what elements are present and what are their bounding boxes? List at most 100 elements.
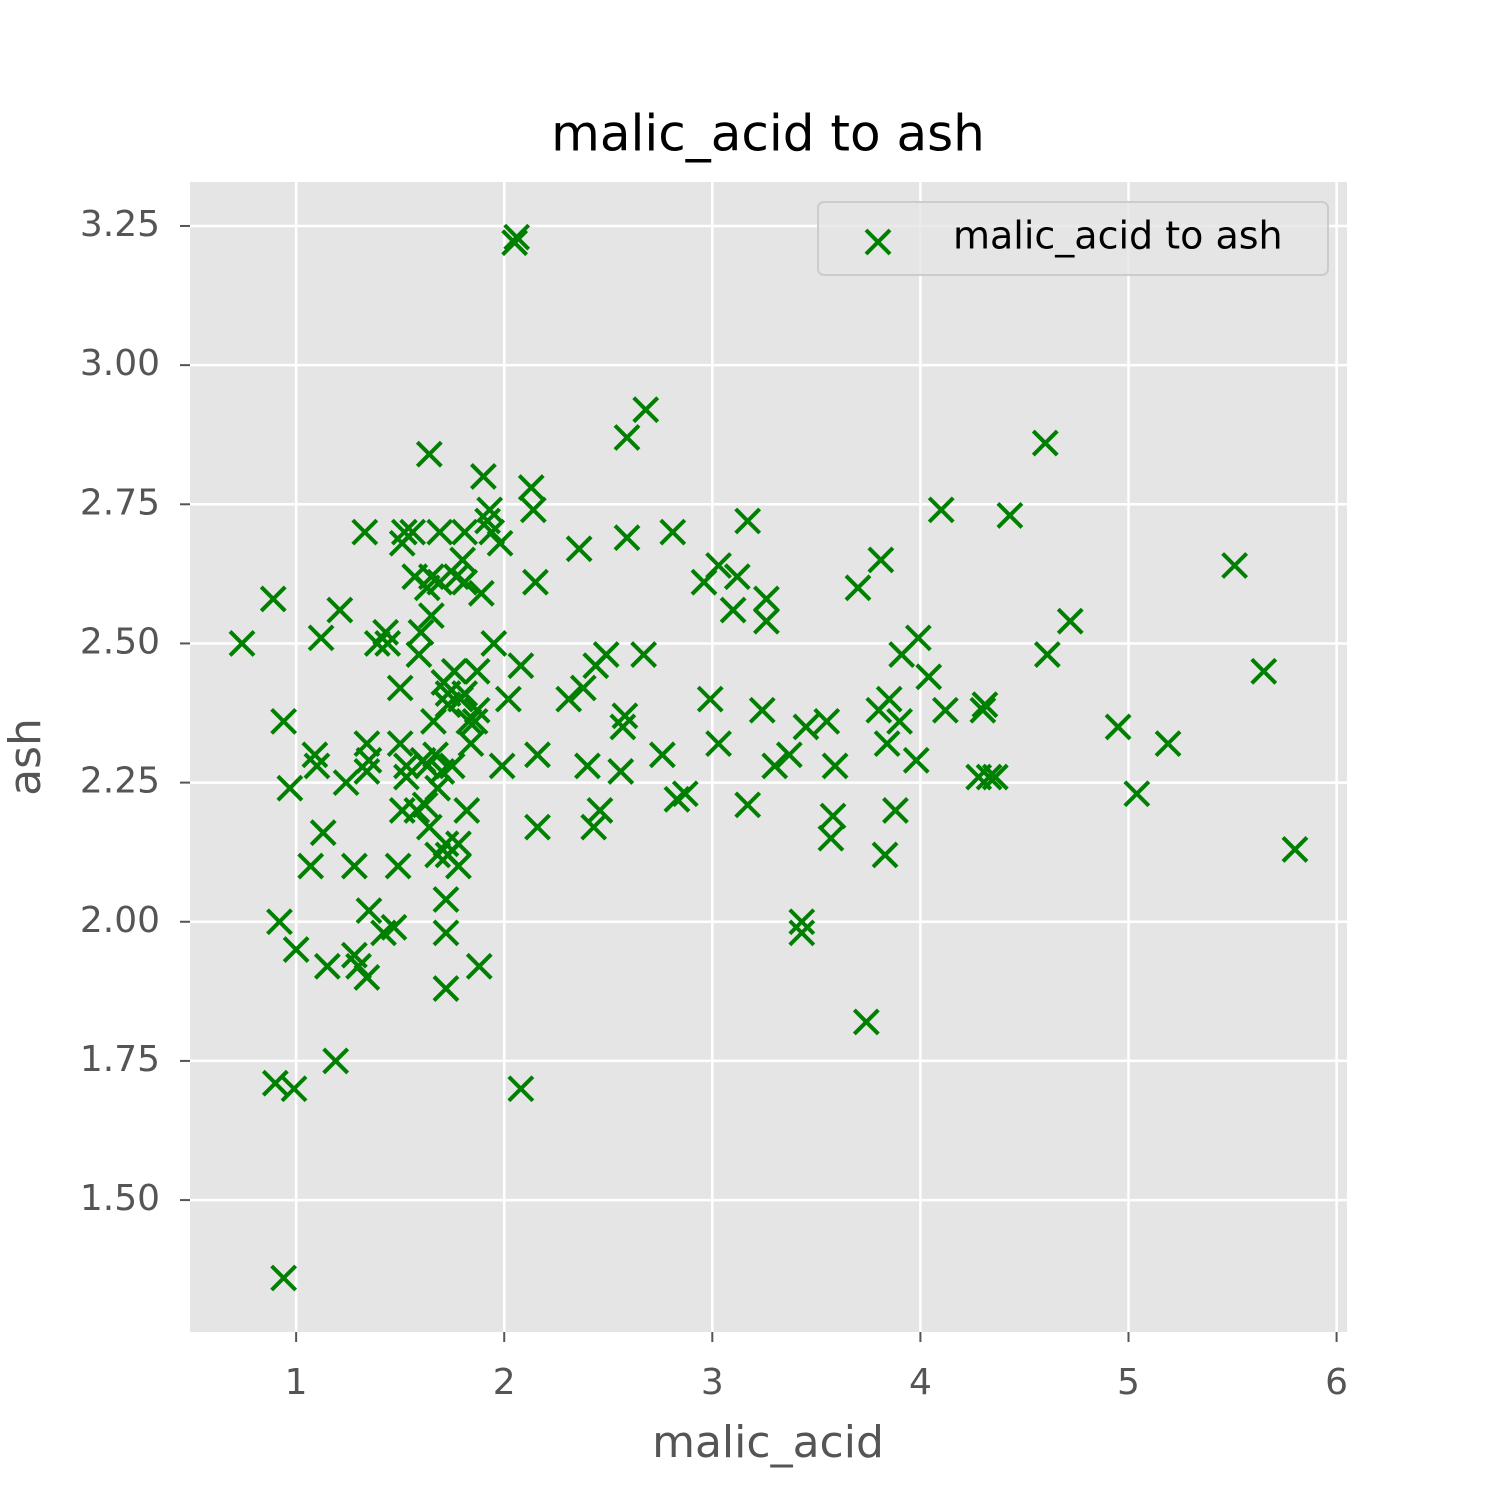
marker <box>586 797 614 824</box>
marker <box>451 680 479 707</box>
marker <box>426 568 454 596</box>
marker <box>261 1069 289 1097</box>
marker <box>867 546 895 574</box>
marker <box>927 496 955 524</box>
marker <box>465 952 493 980</box>
marker <box>565 535 593 563</box>
marker <box>424 774 452 802</box>
marker <box>821 752 849 780</box>
marker <box>648 741 676 769</box>
marker <box>613 424 641 451</box>
marker <box>280 1075 308 1103</box>
marker <box>792 713 820 741</box>
x-tick-label: 6 <box>1325 1362 1348 1403</box>
marker <box>522 568 549 596</box>
marker <box>501 229 529 257</box>
marker <box>353 758 381 785</box>
marker <box>326 596 354 624</box>
chart-title: malic_acid to ash <box>551 105 985 163</box>
marker <box>266 908 293 936</box>
marker <box>494 685 522 713</box>
marker <box>931 696 959 724</box>
legend-label: malic_acid to ash <box>953 214 1283 258</box>
marker <box>524 813 551 841</box>
marker <box>524 741 551 769</box>
marker <box>915 663 943 691</box>
marker <box>632 396 660 424</box>
marker <box>476 496 504 524</box>
marker <box>1031 429 1059 457</box>
marker <box>696 685 724 713</box>
marker <box>1221 552 1249 579</box>
marker <box>440 657 468 685</box>
marker <box>503 223 531 251</box>
marker <box>270 707 298 735</box>
marker <box>297 852 325 880</box>
marker <box>761 752 789 780</box>
marker <box>276 774 304 802</box>
marker <box>882 797 909 824</box>
marker <box>775 741 803 769</box>
marker <box>422 741 449 769</box>
marker <box>432 919 460 947</box>
marker <box>380 913 408 941</box>
marker <box>705 552 732 579</box>
marker <box>340 852 368 880</box>
marker <box>607 758 635 785</box>
marker <box>671 780 699 808</box>
marker <box>1056 607 1084 635</box>
marker <box>555 685 583 713</box>
marker <box>519 496 547 524</box>
marker <box>517 474 545 502</box>
marker <box>969 696 997 724</box>
marker <box>307 624 335 652</box>
marker <box>457 730 485 758</box>
x-tick-label: 1 <box>285 1362 308 1403</box>
marker <box>886 707 914 735</box>
marker <box>723 563 751 591</box>
marker <box>996 502 1024 529</box>
marker <box>875 685 903 713</box>
marker <box>467 579 495 607</box>
marker <box>817 824 845 852</box>
y-tick-label: 1.75 <box>80 1039 160 1080</box>
marker <box>1250 657 1278 685</box>
marker <box>270 1264 298 1292</box>
y-tick-label: 3.00 <box>80 343 160 384</box>
marker <box>313 952 341 980</box>
marker <box>463 696 491 724</box>
marker <box>873 730 901 758</box>
marker <box>451 518 479 546</box>
marker <box>975 763 1003 791</box>
marker <box>386 674 414 702</box>
y-tick-label: 2.25 <box>80 761 160 802</box>
marker <box>445 852 472 880</box>
legend-marker <box>864 228 892 256</box>
x-tick-label: 2 <box>493 1362 516 1403</box>
marker <box>228 630 256 657</box>
marker <box>405 641 433 668</box>
marker <box>469 463 497 490</box>
marker <box>1123 780 1151 808</box>
marker <box>372 618 400 646</box>
marker <box>480 630 508 657</box>
marker <box>432 886 460 913</box>
marker <box>902 746 930 774</box>
marker <box>415 440 443 468</box>
marker <box>507 652 535 680</box>
marker <box>1154 730 1182 758</box>
marker <box>1281 835 1309 863</box>
marker <box>719 596 747 624</box>
marker <box>788 919 816 947</box>
marker <box>351 518 379 546</box>
marker <box>819 802 847 830</box>
marker <box>852 1008 880 1036</box>
legend-box <box>817 201 1329 276</box>
marker <box>451 568 479 596</box>
marker <box>904 624 932 652</box>
x-tick-label: 5 <box>1117 1362 1140 1403</box>
marker <box>411 791 439 819</box>
y-tick-label: 3.25 <box>80 204 160 245</box>
marker <box>386 730 414 758</box>
